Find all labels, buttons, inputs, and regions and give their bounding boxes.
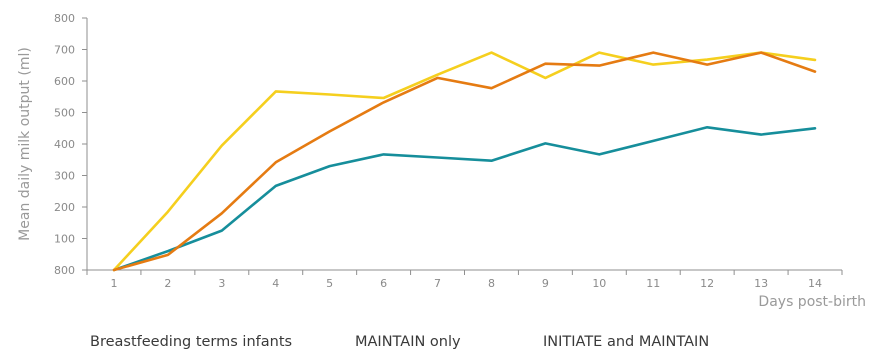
- series-lines: [112, 51, 817, 272]
- y-tick-label: 300: [54, 170, 75, 183]
- y-axis-ticks: 800 100 200 300 400 500 600 700 800: [54, 12, 87, 277]
- y-tick-label: 800: [54, 264, 75, 277]
- x-tick-label: 8: [488, 277, 495, 290]
- series-line-1: [112, 51, 817, 272]
- x-tick-label: 11: [646, 277, 660, 290]
- x-tick-label: 7: [434, 277, 441, 290]
- x-tick-label: 12: [700, 277, 714, 290]
- legend-entry-2: MAINTAIN only: [355, 334, 461, 350]
- legend: Breastfeeding terms infants MAINTAIN only…: [90, 334, 709, 350]
- y-tick-label: 400: [54, 138, 75, 151]
- series-line-3: [112, 51, 817, 272]
- x-tick-label: 10: [592, 277, 606, 290]
- x-axis-ticks: 1 2 3 4 5 6 7 8 9 10 11 12 13 14: [86, 270, 843, 290]
- x-tick-label: 5: [326, 277, 333, 290]
- x-tick-label: 13: [754, 277, 768, 290]
- y-tick-label: 200: [54, 201, 75, 214]
- y-tick-label: 800: [54, 12, 75, 25]
- x-tick-label: 1: [110, 277, 117, 290]
- x-tick-label: 6: [380, 277, 387, 290]
- x-tick-label: 2: [164, 277, 171, 290]
- y-tick-label: 500: [54, 107, 75, 120]
- y-axis-title: Mean daily milk output (ml): [17, 47, 33, 241]
- legend-entry-3: INITIATE and MAINTAIN: [543, 334, 709, 350]
- x-tick-label: 14: [808, 277, 822, 290]
- x-tick-label: 9: [542, 277, 549, 290]
- y-tick-label: 100: [54, 233, 75, 246]
- x-tick-label: 4: [272, 277, 279, 290]
- x-axis-title: Days post-birth: [758, 294, 866, 310]
- x-tick-label: 3: [218, 277, 225, 290]
- legend-entry-1: Breastfeeding terms infants: [90, 334, 292, 350]
- y-tick-label: 600: [54, 75, 75, 88]
- y-tick-label: 700: [54, 44, 75, 57]
- series-line-2: [112, 126, 817, 272]
